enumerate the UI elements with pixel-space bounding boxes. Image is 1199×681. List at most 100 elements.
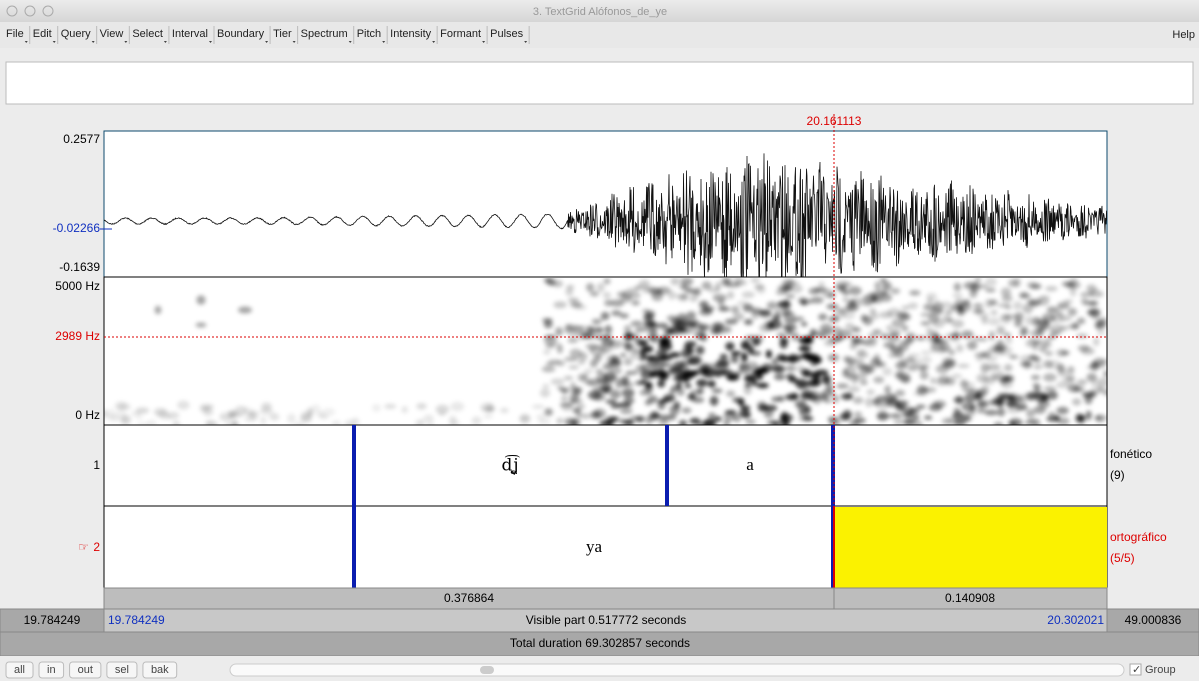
spectrogram-energy (859, 364, 873, 375)
spectrogram-energy (577, 373, 585, 382)
button[interactable]: in (38, 661, 65, 679)
spectrogram-energy (973, 303, 984, 308)
menu-item[interactable]: Intensity (390, 28, 431, 40)
spectrogram-min-label: 0 Hz (75, 408, 100, 422)
spectrogram-energy (750, 351, 762, 356)
spectrogram-energy (650, 413, 661, 418)
spectrogram-energy (1026, 299, 1034, 305)
spectrogram-energy (623, 325, 632, 334)
spectrogram-energy (893, 372, 901, 378)
scroll-thumb[interactable] (480, 666, 494, 674)
boundary[interactable] (352, 425, 356, 506)
spectrogram-energy (872, 398, 880, 406)
spectrogram-energy (619, 407, 633, 415)
spectrogram-energy (981, 316, 988, 325)
menu-item[interactable]: Boundary (217, 28, 265, 40)
menu-item[interactable]: Interval (172, 28, 208, 40)
spectrogram-energy (519, 414, 531, 422)
spectrogram-energy (561, 388, 568, 395)
spectrogram-energy (924, 415, 933, 420)
spectrogram-energy (916, 386, 929, 396)
button-frame[interactable] (106, 661, 138, 679)
spectrogram-energy (604, 299, 613, 307)
button-frame[interactable] (69, 661, 102, 679)
selected-interval[interactable] (835, 507, 1107, 588)
duration-label: 0.140908 (945, 591, 995, 605)
spectrogram-energy (1055, 349, 1068, 357)
menu-item[interactable]: Formant (440, 28, 481, 40)
help-menu[interactable]: Help (1172, 29, 1195, 41)
button[interactable]: out (69, 661, 102, 679)
spectrogram-energy (983, 399, 995, 406)
spectrogram-energy (563, 375, 574, 381)
button[interactable]: sel (106, 661, 138, 679)
menu-arrow (91, 41, 95, 43)
menu-item[interactable]: Spectrum (301, 28, 348, 40)
spectrogram-energy (172, 420, 181, 425)
total-bar[interactable] (0, 631, 1199, 657)
spectrogram-energy (988, 330, 996, 341)
menu-item[interactable]: Pitch (357, 28, 381, 40)
waveform-panel[interactable] (103, 130, 1108, 278)
spectrogram-energy (805, 353, 820, 363)
spectrogram-energy (1008, 279, 1019, 288)
menu-item[interactable]: Tier (273, 28, 292, 40)
spectrogram-energy (1046, 306, 1058, 314)
tier-1[interactable] (103, 424, 1108, 507)
spectrogram-energy (872, 296, 883, 304)
spectrogram-energy (1003, 363, 1013, 372)
spectrogram-energy (730, 353, 739, 364)
spectrogram-energy (946, 317, 954, 323)
button-label: in (47, 664, 56, 676)
spectrogram-energy (649, 371, 659, 378)
menu-item[interactable]: Pulses (490, 28, 524, 40)
button-frame[interactable] (38, 661, 65, 679)
group-checkbox[interactable] (1129, 663, 1142, 676)
close-button[interactable] (6, 5, 18, 17)
button[interactable]: bak (142, 661, 178, 679)
spectrogram-energy (483, 414, 493, 419)
scrollbar[interactable] (229, 663, 1125, 677)
spectrogram-energy (1032, 392, 1045, 398)
spectrogram-energy (1103, 370, 1107, 377)
spectrogram-energy (576, 325, 591, 330)
menu-item[interactable]: File (6, 28, 24, 40)
spectrogram-energy (114, 411, 127, 417)
button[interactable]: all (5, 661, 34, 679)
boundary[interactable] (352, 506, 356, 588)
spectrogram-energy (660, 373, 669, 381)
spectrogram-energy (635, 326, 650, 332)
spectrogram-energy (1069, 278, 1078, 287)
boundary[interactable] (831, 425, 835, 506)
spectrogram-cursor-label: 2989 Hz (55, 329, 100, 343)
menu-item[interactable]: Query (61, 28, 91, 40)
menu-item[interactable]: Edit (33, 28, 52, 40)
spectrogram-energy (1025, 339, 1038, 348)
spectrogram-energy (590, 411, 601, 419)
spectrogram-energy (778, 355, 792, 363)
button-frame[interactable] (5, 661, 34, 679)
spectrogram-energy (771, 396, 781, 403)
spectrogram-energy (195, 322, 207, 328)
spectrogram-energy (818, 313, 828, 321)
spectrogram-energy (450, 401, 465, 412)
menu: File Edit Query View Select Interval Boundary T… (6, 26, 530, 44)
spectrogram-energy (550, 378, 565, 385)
spectrogram-energy (810, 296, 824, 304)
spectrogram-energy (658, 420, 669, 425)
spectrogram-energy (1022, 303, 1034, 314)
spectrogram-energy (743, 385, 752, 395)
interval-text-field[interactable] (5, 61, 1194, 105)
button-frame[interactable] (142, 661, 178, 679)
spectrogram-energy (1043, 373, 1057, 382)
spectrogram-energy (631, 300, 640, 306)
zoom-button[interactable] (42, 5, 54, 17)
spectrogram-energy (898, 341, 909, 352)
minimize-button[interactable] (24, 5, 36, 17)
boundary[interactable] (665, 425, 669, 506)
menu-item[interactable]: View (100, 28, 124, 40)
spectrogram-energy (644, 384, 654, 393)
menu-item[interactable]: Select (132, 28, 163, 40)
spectrogram-energy (726, 390, 736, 398)
spectrogram-energy (1088, 300, 1099, 306)
